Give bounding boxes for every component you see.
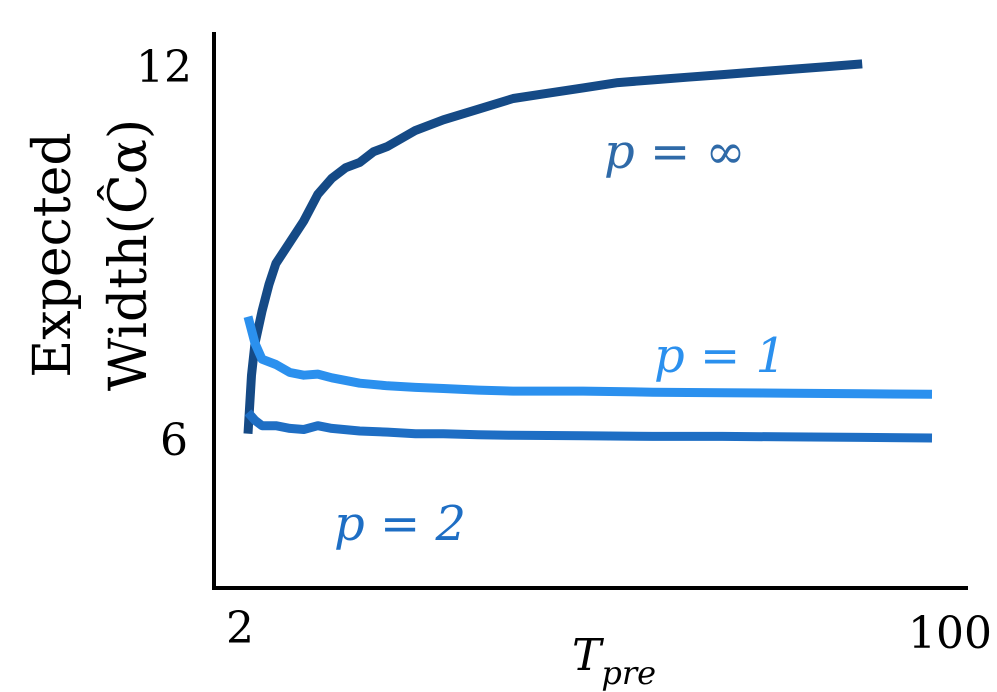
x-axis-title: Tpre xyxy=(572,630,656,692)
y-axis-title-line2: Width(Ĉα) xyxy=(97,119,159,391)
series-label-p-inf: p = ∞ xyxy=(604,124,745,180)
y-tick-label-12: 12 xyxy=(136,42,192,93)
series-line-p-inf xyxy=(243,59,863,434)
series-label-p-1: p = 1 xyxy=(654,328,786,384)
series-line-p-2 xyxy=(244,409,933,443)
y-axis-title-line1: Expected xyxy=(23,132,83,377)
series-label-p-2: p = 2 xyxy=(334,496,466,552)
series-line-p-1 xyxy=(243,315,933,399)
y-tick-label-6: 6 xyxy=(160,415,188,466)
x-tick-label-2: 2 xyxy=(226,603,254,654)
series-layer xyxy=(243,59,933,443)
x-tick-label-100: 100 xyxy=(908,608,992,659)
